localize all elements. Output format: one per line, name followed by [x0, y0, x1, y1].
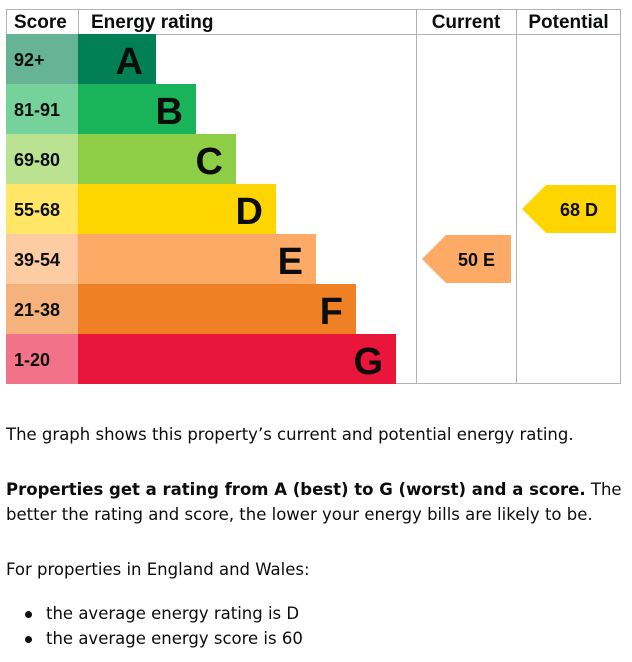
band-letter-b: B: [156, 91, 183, 133]
average-score-item: the average energy score is 60: [6, 626, 303, 651]
band-bar-c: [78, 134, 236, 184]
score-cell-a: [6, 34, 78, 84]
score-label-d: 55-68: [14, 200, 60, 220]
band-letter-e: E: [278, 241, 303, 283]
header-potential: Potential: [528, 12, 608, 33]
score-label-e: 39-54: [14, 250, 60, 270]
band-bar-g: [78, 334, 396, 384]
score-label-f: 21-38: [14, 300, 60, 320]
band-bar-b: [78, 84, 196, 134]
score-cell-c: [6, 134, 78, 184]
region-intro: For properties in England and Wales:: [6, 560, 310, 579]
score-label-a: 92+: [14, 50, 45, 70]
potential-rating-label: 68 D: [560, 200, 598, 220]
header-current: Current: [432, 12, 501, 33]
score-cell-g: [6, 334, 78, 384]
energy-rating-chart: Score Energy rating Current Potential 92+ A 81…: [6, 9, 621, 384]
band-letter-c: C: [196, 141, 223, 183]
average-list: the average energy rating is D the avera…: [6, 601, 303, 651]
potential-arrow: [522, 185, 616, 233]
score-label-g: 1-20: [14, 350, 50, 370]
band-letter-a: A: [116, 41, 143, 83]
rating-explanation: Properties get a rating from A (best) to…: [6, 477, 628, 527]
score-cell-b: [6, 84, 78, 134]
score-label-b: 81-91: [14, 100, 60, 120]
header-score: Score: [14, 12, 67, 33]
score-cell-f: [6, 284, 78, 334]
band-bar-d: [78, 184, 276, 234]
band-letter-d: D: [236, 191, 263, 233]
band-bar-a: [78, 34, 156, 84]
band-bar-e: [78, 234, 316, 284]
average-rating-item: the average energy rating is D: [6, 601, 303, 626]
band-bar-f: [78, 284, 356, 334]
current-rating-label: 50 E: [458, 250, 495, 270]
header-energy-rating: Energy rating: [91, 12, 213, 33]
score-cell-d: [6, 184, 78, 234]
rating-explanation-bold: Properties get a rating from A (best) to…: [6, 480, 586, 499]
current-arrow: [422, 235, 511, 283]
band-letter-g: G: [353, 341, 383, 383]
score-cell-e: [6, 234, 78, 284]
band-letter-f: F: [320, 291, 343, 333]
graph-description: The graph shows this property’s current …: [6, 425, 574, 444]
rating-explanation-rest: The better the rating and score, the low…: [6, 480, 622, 524]
score-label-c: 69-80: [14, 150, 60, 170]
